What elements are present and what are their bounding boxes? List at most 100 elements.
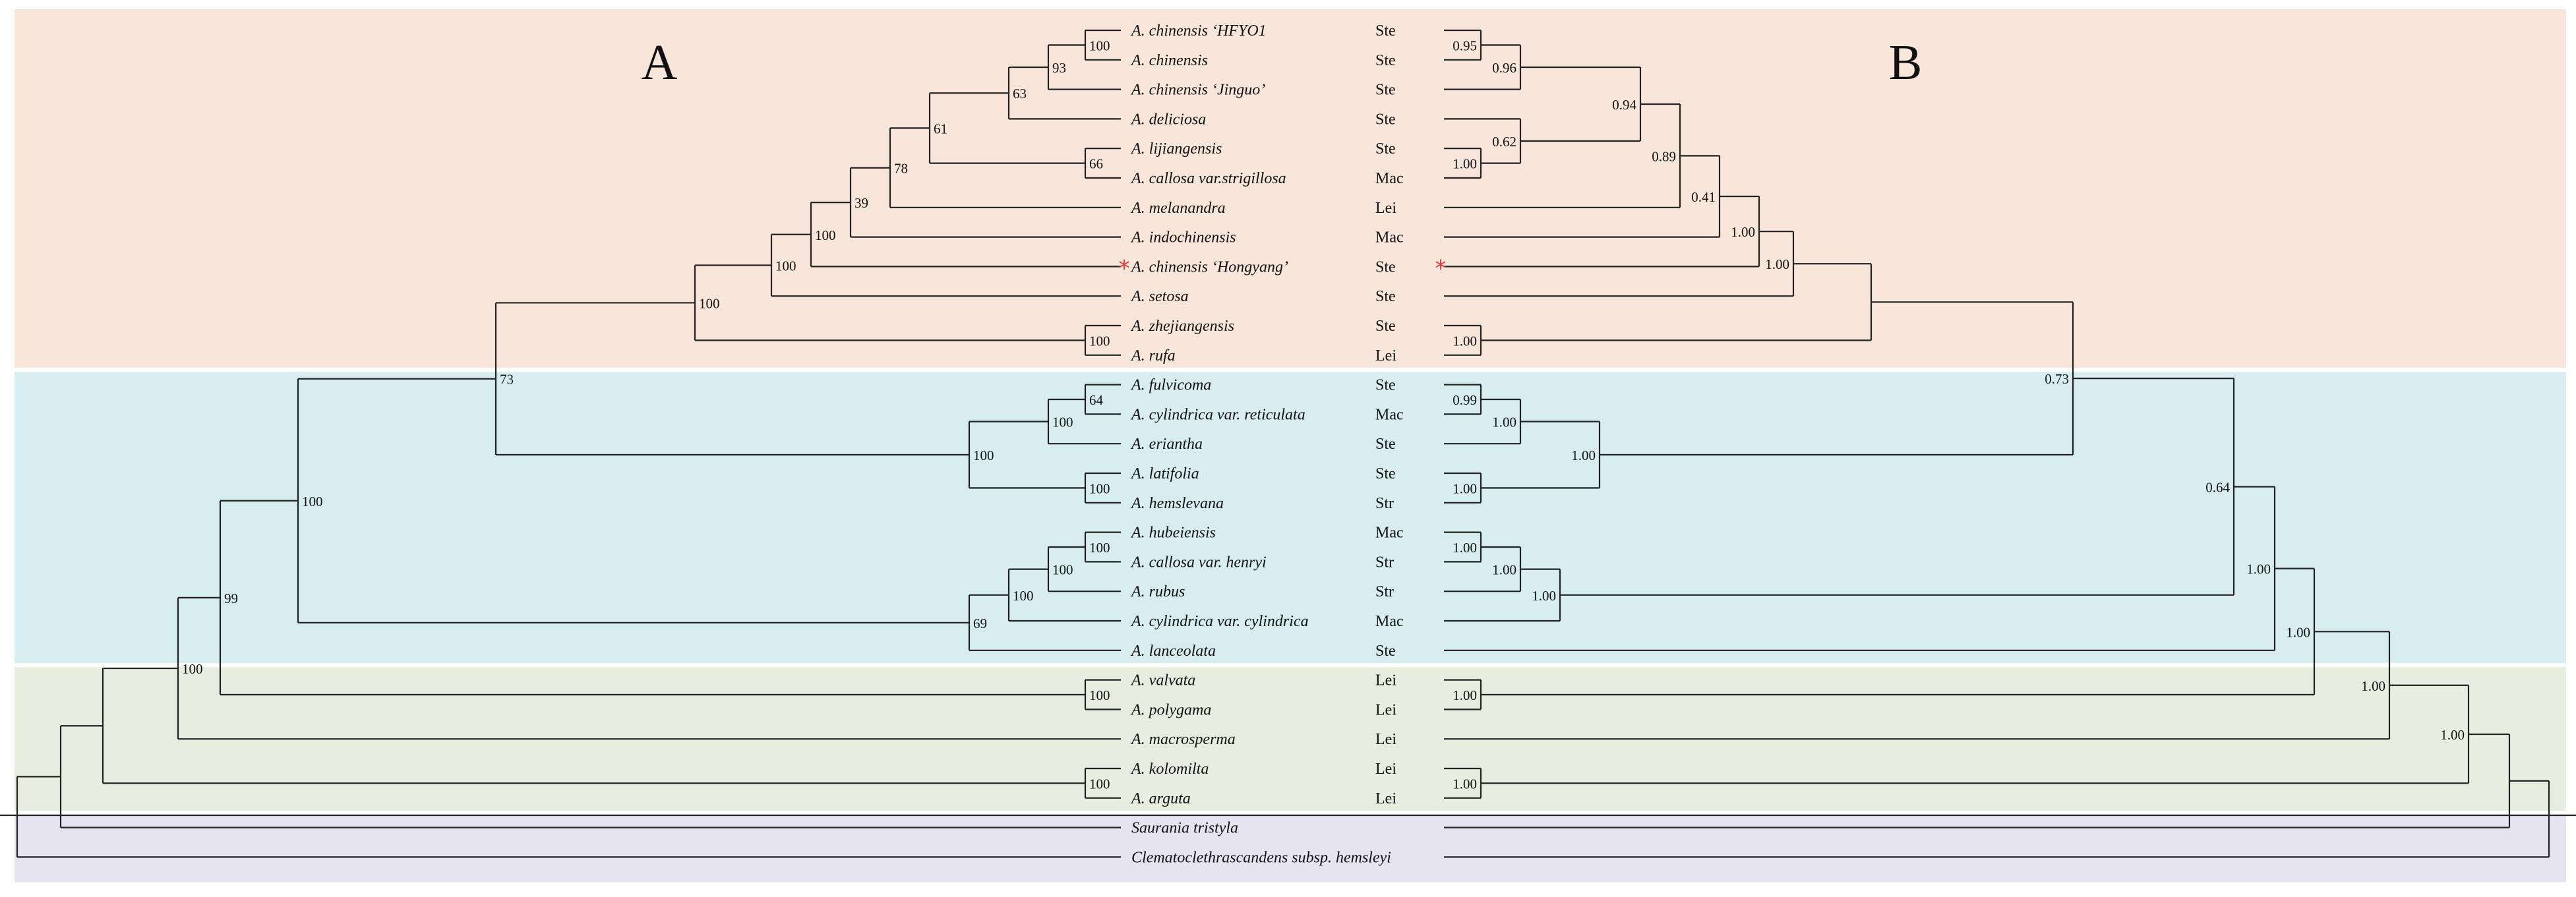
tree-a-support-value: 100 (1013, 588, 1034, 604)
cultivar-name: ‘Hongyang’ (1208, 258, 1288, 275)
taxon-name: A. fulvicoma (1130, 377, 1211, 394)
cultivar-name: ‘Jinguo’ (1208, 82, 1265, 99)
tree-a-support-value: 100 (1089, 540, 1110, 556)
taxon-label: Clematoclethrascandens subsp. hemsleyi (1131, 849, 1391, 866)
taxon-label: A. hubeiensis (1130, 525, 1216, 542)
tree-b-support-value: 1.00 (1532, 588, 1556, 604)
section-band (15, 815, 2566, 883)
section-band (15, 9, 2566, 368)
taxon-name: A. kolomilta (1130, 761, 1209, 778)
tree-a-support-value: 100 (699, 295, 720, 311)
tree-b-support-value: 0.96 (1492, 60, 1516, 76)
tree-b-support-value: 0.89 (1652, 148, 1676, 164)
tree-a-support-value: 100 (973, 448, 994, 463)
section-code: Ste (1375, 140, 1396, 158)
section-code: Mac (1375, 613, 1404, 630)
taxon-label: A. zhejiangensis (1130, 318, 1234, 335)
section-code: Str (1375, 554, 1394, 571)
cultivar-name: ‘HFYO1 (1208, 22, 1267, 40)
section-code: Mac (1375, 170, 1404, 187)
taxon-name: A. cylindrica var. reticulata (1130, 406, 1305, 423)
taxon-label: A. chinensis ‘Jinguo’ (1130, 82, 1265, 99)
taxon-name: A. latifolia (1130, 465, 1199, 482)
taxon-name: A. zhejiangensis (1130, 318, 1234, 335)
star-marker: * (1435, 255, 1447, 281)
section-code: Ste (1375, 82, 1396, 99)
tree-a-support-value: 100 (182, 661, 203, 677)
section-code: Ste (1375, 22, 1396, 40)
tree-a-support-value: 100 (1052, 562, 1073, 578)
section-code: Mac (1375, 525, 1404, 542)
tree-b-support-value: 0.99 (1453, 392, 1477, 408)
tree-b-support-value: 1.00 (1453, 156, 1477, 172)
section-code: Ste (1375, 643, 1396, 660)
taxon-name: A. hemslevana (1130, 495, 1224, 512)
taxon-label: A. kolomilta (1130, 761, 1209, 778)
taxon-name: A. chinensis (1130, 52, 1208, 69)
section-code: Mac (1375, 406, 1404, 423)
taxon-label: A. valvata (1130, 672, 1195, 689)
tree-a-support-value: 93 (1052, 60, 1066, 76)
taxon-label: A. rubus (1130, 583, 1185, 600)
taxon-name: Saurania tristyla (1131, 820, 1238, 837)
section-code: Str (1375, 583, 1394, 600)
section-code: Lei (1375, 790, 1396, 807)
tree-a-support-value: 100 (1089, 38, 1110, 53)
taxon-label: A. indochinensis (1130, 229, 1236, 246)
taxon-label: A. melanandra (1130, 200, 1226, 217)
taxon-name: A. lanceolata (1130, 643, 1216, 660)
taxon-label: A. fulvicoma (1130, 377, 1211, 394)
tree-a-support-value: 100 (1089, 480, 1110, 496)
tree-a-support-value: 99 (224, 591, 238, 606)
taxon-name: A. eriantha (1130, 436, 1203, 453)
tree-b-support-value: 1.00 (1453, 776, 1477, 792)
section-code: Ste (1375, 436, 1396, 453)
section-code: Lei (1375, 347, 1396, 364)
taxon-labels: A. chinensis ‘HFYO1 Ste A. chinensis Ste A. … (1119, 22, 1447, 866)
taxon-label: A. hemslevana (1130, 495, 1224, 512)
tree-b: 0.95 0.96 1.00 0.62 0.94 0.89 0.41 1.00 1.00 1.00… (1444, 29, 2550, 858)
taxon-label: A. callosa var. henryi (1130, 554, 1267, 571)
taxon-label: A. lijiangensis (1130, 140, 1222, 158)
taxon-name: A. rufa (1130, 347, 1176, 364)
tree-b-support-value: 1.00 (2440, 727, 2465, 743)
taxon-label: A. polygama (1130, 701, 1211, 718)
taxon-name: A. callosa var. henryi (1130, 554, 1267, 571)
tree-a-support-value: 63 (1013, 86, 1027, 101)
tree-a-support-value: 66 (1089, 156, 1103, 172)
taxon-name: A. callosa var.strigillosa (1130, 170, 1286, 187)
taxon-name: A. chinensis (1130, 258, 1208, 275)
section-code: Ste (1375, 318, 1396, 335)
taxon-name: A. rubus (1130, 583, 1185, 600)
tree-b-support-value: 0.95 (1453, 38, 1477, 53)
tree-a-support-value: 100 (815, 227, 836, 243)
taxon-label: A. latifolia (1130, 465, 1199, 482)
tree-b-support-value: 1.00 (1731, 224, 1755, 240)
tree-b-support-value: 0.62 (1492, 134, 1516, 150)
taxon-label: A. chinensis ‘Hongyang’ (1130, 258, 1288, 275)
section-code: Lei (1375, 731, 1396, 748)
tree-a-support-value: 64 (1089, 392, 1104, 408)
section-code: Ste (1375, 258, 1396, 275)
tree-b-support-value: 1.00 (1492, 415, 1516, 430)
tree-a-support-value: 61 (934, 121, 947, 136)
taxon-label: Saurania tristyla (1131, 820, 1238, 837)
taxon-name: A. melanandra (1130, 200, 1226, 217)
panel-a-label: A (642, 35, 678, 90)
section-code: Lei (1375, 672, 1396, 689)
section-code: Ste (1375, 111, 1396, 128)
section-bands (15, 9, 2566, 883)
tree-b-support-value: 1.00 (1453, 540, 1477, 556)
taxon-name: A. polygama (1130, 701, 1211, 718)
taxon-label: A. callosa var.strigillosa (1130, 170, 1286, 187)
tree-b-support-value: 0.94 (1612, 97, 1636, 113)
taxon-label: A. lanceolata (1130, 643, 1216, 660)
taxon-name: A. cylindrica var. cylindrica (1130, 613, 1309, 630)
tree-b-support-value: 1.00 (1453, 687, 1477, 703)
taxon-label: A. cylindrica var. cylindrica (1130, 613, 1309, 630)
tree-a-support-value: 100 (1089, 333, 1110, 349)
section-code: Ste (1375, 288, 1396, 305)
section-code: Str (1375, 495, 1394, 512)
tree-a: 100 93 63 66 61 78 39 100 100 100 100 64 100 100 100 73… (16, 29, 1121, 858)
